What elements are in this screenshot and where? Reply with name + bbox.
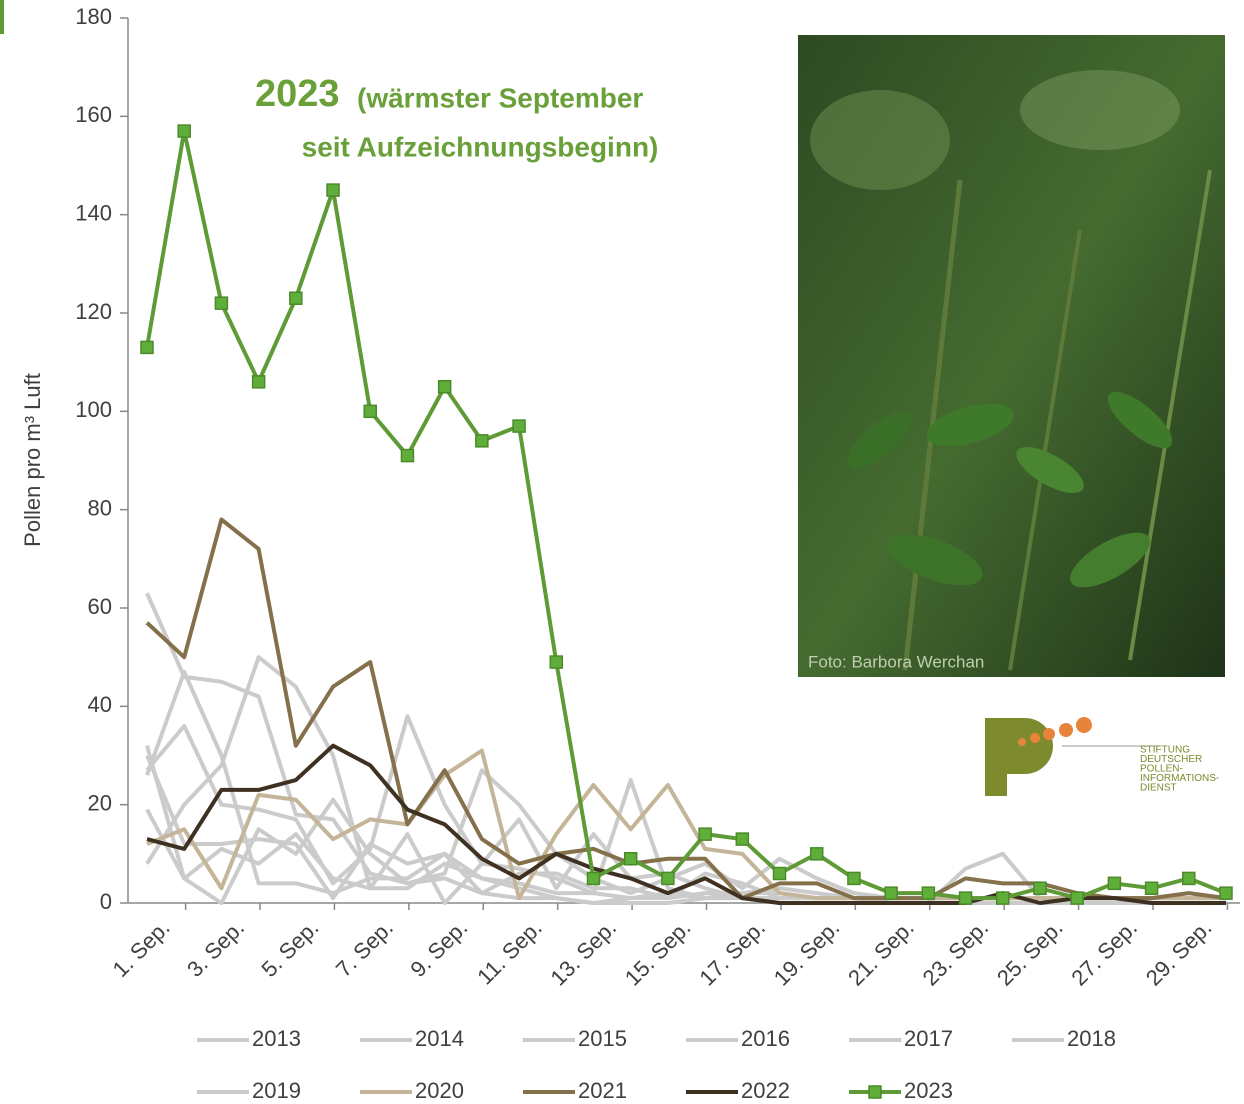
x-tick-label: 5. Sep. bbox=[256, 915, 323, 982]
marker bbox=[437, 380, 452, 394]
legend-label: 2015 bbox=[578, 1026, 627, 1051]
marker bbox=[177, 124, 191, 138]
legend-label: 2017 bbox=[904, 1026, 953, 1051]
y-tick-label: 100 bbox=[75, 397, 112, 422]
marker bbox=[809, 847, 824, 861]
marker bbox=[289, 291, 303, 305]
marker bbox=[251, 375, 266, 389]
logo-text: INFORMATIONS- bbox=[1140, 773, 1219, 784]
x-tick-label: 9. Sep. bbox=[405, 915, 472, 982]
legend-label: 2021 bbox=[578, 1078, 627, 1103]
x-tick-label: 13. Sep. bbox=[546, 915, 622, 991]
logo-text: DEUTSCHER bbox=[1140, 754, 1202, 765]
y-tick-label: 140 bbox=[75, 200, 112, 225]
corner-accent bbox=[0, 0, 4, 34]
y-tick-label: 20 bbox=[88, 790, 112, 815]
marker bbox=[326, 183, 340, 197]
marker bbox=[214, 296, 229, 310]
logo bbox=[985, 717, 1160, 796]
series-line bbox=[145, 714, 1226, 905]
x-tick-label: 15. Sep. bbox=[620, 915, 696, 991]
marker bbox=[400, 448, 415, 463]
annotation-year: 2023 bbox=[255, 73, 340, 115]
legend-label: 2016 bbox=[741, 1026, 790, 1051]
x-tick-label: 11. Sep. bbox=[472, 915, 546, 989]
x-tick-label: 3. Sep. bbox=[182, 915, 249, 982]
logo-text: POLLEN- bbox=[1140, 764, 1183, 775]
marker bbox=[586, 871, 601, 886]
x-tick-label: 19. Sep. bbox=[769, 915, 845, 991]
marker bbox=[512, 419, 526, 433]
x-tick-label: 1. Sep. bbox=[108, 915, 175, 982]
x-tick-label: 27. Sep. bbox=[1066, 915, 1142, 991]
marker bbox=[475, 434, 489, 448]
y-tick-label: 180 bbox=[75, 4, 112, 29]
y-tick-label: 60 bbox=[88, 594, 112, 619]
marker bbox=[884, 886, 898, 900]
marker bbox=[1070, 891, 1084, 905]
y-axis-label: Pollen pro m³ Luft bbox=[20, 373, 45, 547]
marker bbox=[1033, 881, 1047, 895]
marker bbox=[661, 871, 675, 886]
x-tick-label: 17. Sep. bbox=[694, 915, 770, 991]
y-tick-label: 80 bbox=[88, 495, 112, 520]
y-tick-label: 0 bbox=[100, 889, 112, 914]
marker bbox=[1144, 881, 1159, 895]
marker bbox=[363, 404, 377, 419]
legend-label: 2022 bbox=[741, 1078, 790, 1103]
marker bbox=[1107, 876, 1122, 891]
marker bbox=[996, 891, 1010, 905]
photo bbox=[798, 35, 1225, 677]
legend-label: 2014 bbox=[415, 1026, 464, 1051]
marker bbox=[140, 340, 154, 355]
marker bbox=[1219, 886, 1233, 900]
series-line bbox=[146, 743, 1226, 905]
legend-label: 2023 bbox=[904, 1078, 953, 1103]
marker bbox=[1182, 871, 1196, 886]
marker bbox=[623, 852, 638, 866]
legend-label: 2018 bbox=[1067, 1026, 1116, 1051]
photo-credit: Foto: Barbora Werchan bbox=[808, 652, 984, 671]
x-tick-label: 25. Sep. bbox=[992, 915, 1068, 991]
marker bbox=[698, 827, 712, 841]
x-tick-label: 21. Sep. bbox=[843, 915, 919, 991]
series-line bbox=[146, 748, 1226, 901]
marker bbox=[958, 891, 973, 905]
annotation-text: seit Aufzeichnungsbeginn) bbox=[302, 131, 659, 162]
logo-text: STIFTUNG bbox=[1140, 745, 1190, 756]
series-line bbox=[145, 768, 1226, 905]
marker bbox=[772, 866, 787, 881]
marker bbox=[549, 655, 564, 669]
series-line bbox=[145, 754, 1226, 901]
x-tick-label: 29. Sep. bbox=[1141, 915, 1217, 991]
y-tick-label: 120 bbox=[75, 299, 112, 324]
marker bbox=[735, 832, 750, 846]
legend-label: 2019 bbox=[252, 1078, 301, 1103]
y-tick-label: 160 bbox=[75, 102, 112, 127]
x-tick-label: 7. Sep. bbox=[331, 915, 398, 982]
x-tick-label: 23. Sep. bbox=[918, 915, 994, 991]
legend-label: 2013 bbox=[252, 1026, 301, 1051]
y-tick-label: 40 bbox=[88, 692, 112, 717]
legend-label: 2020 bbox=[415, 1078, 464, 1103]
logo-text: DIENST bbox=[1140, 783, 1177, 794]
marker bbox=[921, 886, 936, 900]
annotation-text: (wärmster September bbox=[357, 82, 643, 113]
marker bbox=[847, 871, 861, 886]
legend-marker bbox=[868, 1085, 882, 1099]
